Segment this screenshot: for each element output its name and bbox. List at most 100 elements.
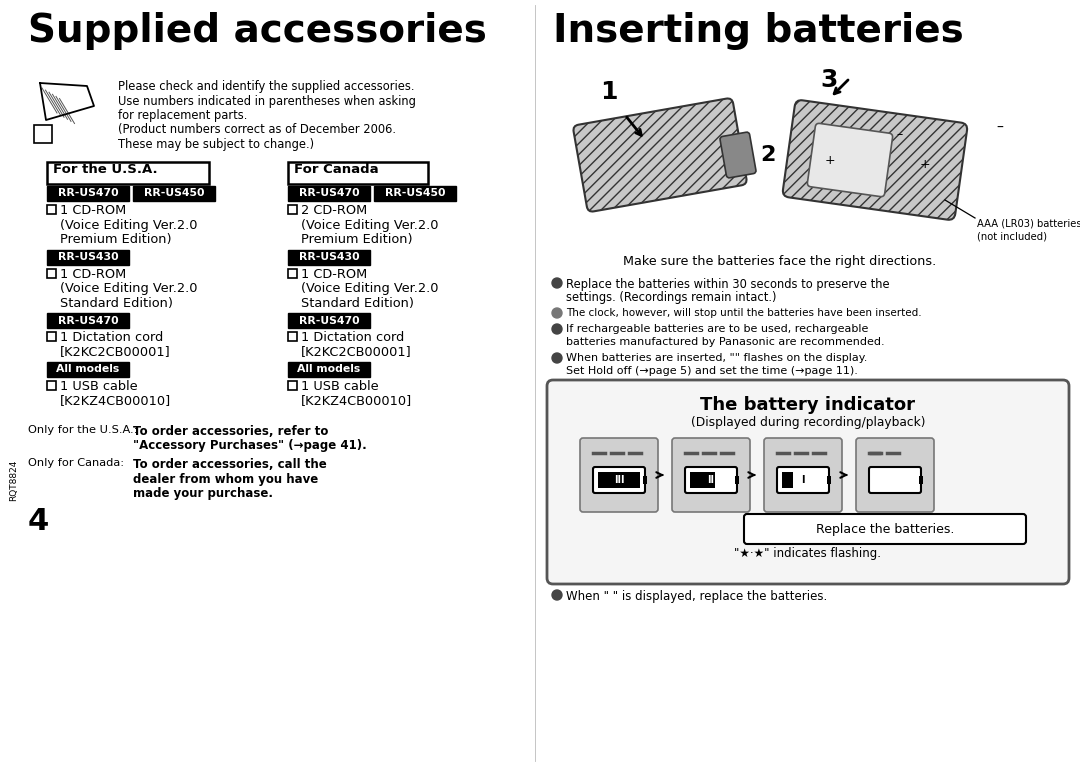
Bar bbox=[827, 476, 831, 484]
Circle shape bbox=[552, 308, 562, 318]
FancyBboxPatch shape bbox=[744, 514, 1026, 544]
Text: Make sure the batteries face the right directions.: Make sure the batteries face the right d… bbox=[623, 255, 936, 268]
Text: The clock, however, will stop until the batteries have been inserted.: The clock, however, will stop until the … bbox=[566, 308, 921, 318]
Text: To order accessories, call the: To order accessories, call the bbox=[133, 458, 327, 471]
Text: Standard Edition): Standard Edition) bbox=[301, 296, 414, 309]
Text: I: I bbox=[801, 475, 805, 485]
Text: settings. (Recordings remain intact.): settings. (Recordings remain intact.) bbox=[566, 291, 777, 304]
Text: If rechargeable batteries are to be used, rechargeable: If rechargeable batteries are to be used… bbox=[566, 324, 868, 334]
Bar bbox=[48, 269, 56, 277]
FancyBboxPatch shape bbox=[672, 438, 750, 512]
Text: –: – bbox=[997, 121, 1003, 135]
Text: RR-US450: RR-US450 bbox=[144, 188, 204, 198]
Text: (Voice Editing Ver.2.0: (Voice Editing Ver.2.0 bbox=[60, 218, 198, 231]
Text: II: II bbox=[707, 475, 715, 485]
Text: The battery indicator: The battery indicator bbox=[701, 396, 916, 414]
Bar bbox=[374, 186, 456, 201]
Bar bbox=[33, 125, 52, 143]
Text: 4: 4 bbox=[28, 508, 50, 536]
Text: Set Hold off (→page 5) and set the time (→page 11).: Set Hold off (→page 5) and set the time … bbox=[566, 366, 858, 376]
Text: Standard Edition): Standard Edition) bbox=[60, 296, 173, 309]
FancyBboxPatch shape bbox=[856, 438, 934, 512]
Text: For the U.S.A.: For the U.S.A. bbox=[53, 163, 158, 176]
FancyBboxPatch shape bbox=[808, 123, 892, 197]
Text: RR-US470: RR-US470 bbox=[57, 188, 119, 198]
Bar bbox=[48, 362, 129, 377]
FancyBboxPatch shape bbox=[546, 380, 1069, 584]
Text: 2 CD-ROM: 2 CD-ROM bbox=[301, 204, 367, 217]
Text: 1 CD-ROM: 1 CD-ROM bbox=[60, 204, 126, 217]
Bar bbox=[288, 332, 297, 341]
Bar bbox=[643, 476, 647, 484]
Text: [K2KC2CB00001]: [K2KC2CB00001] bbox=[301, 345, 411, 358]
Text: 1 CD-ROM: 1 CD-ROM bbox=[301, 267, 367, 280]
Bar bbox=[919, 476, 923, 484]
Bar bbox=[133, 186, 215, 201]
Text: RQT8824: RQT8824 bbox=[10, 460, 18, 502]
Text: (Displayed during recording/playback): (Displayed during recording/playback) bbox=[691, 416, 926, 429]
Text: When "​​ ​" is displayed, replace the batteries.: When "​​ ​" is displayed, replace the ba… bbox=[566, 590, 827, 603]
Text: 1 USB cable: 1 USB cable bbox=[301, 380, 379, 393]
Text: All models: All models bbox=[56, 365, 120, 375]
Text: –: – bbox=[896, 129, 903, 142]
Circle shape bbox=[552, 590, 562, 600]
Text: +: + bbox=[920, 159, 930, 172]
Text: "Accessory Purchases" (→page 41).: "Accessory Purchases" (→page 41). bbox=[133, 440, 367, 453]
Text: (Voice Editing Ver.2.0: (Voice Editing Ver.2.0 bbox=[301, 218, 438, 231]
Circle shape bbox=[552, 324, 562, 334]
FancyBboxPatch shape bbox=[593, 467, 645, 493]
Text: Please check and identify the supplied accessories.: Please check and identify the supplied a… bbox=[118, 80, 415, 93]
Text: [K2KC2CB00001]: [K2KC2CB00001] bbox=[60, 345, 171, 358]
Bar bbox=[782, 472, 793, 488]
Text: To order accessories, refer to: To order accessories, refer to bbox=[133, 425, 328, 438]
Text: +: + bbox=[825, 153, 835, 166]
Text: RR-US430: RR-US430 bbox=[57, 252, 119, 262]
Text: dealer from whom you have: dealer from whom you have bbox=[133, 473, 319, 486]
Bar bbox=[288, 186, 370, 201]
Text: made your purchase.: made your purchase. bbox=[133, 487, 273, 500]
Text: "★·★" indicates flashing.: "★·★" indicates flashing. bbox=[734, 547, 881, 560]
Bar bbox=[48, 186, 129, 201]
Text: Only for Canada:: Only for Canada: bbox=[28, 458, 124, 468]
Text: 3: 3 bbox=[820, 68, 837, 92]
FancyBboxPatch shape bbox=[573, 99, 746, 211]
Text: RR-US470: RR-US470 bbox=[299, 188, 360, 198]
Text: 1 Dictation cord: 1 Dictation cord bbox=[301, 331, 404, 344]
Text: RR-US430: RR-US430 bbox=[299, 252, 360, 262]
Bar bbox=[288, 269, 297, 277]
Bar bbox=[48, 332, 56, 341]
Text: Premium Edition): Premium Edition) bbox=[301, 233, 413, 246]
Text: All models: All models bbox=[297, 365, 361, 375]
Bar bbox=[690, 472, 715, 488]
FancyBboxPatch shape bbox=[720, 133, 756, 178]
Text: [K2KZ4CB00010]: [K2KZ4CB00010] bbox=[60, 394, 172, 408]
FancyBboxPatch shape bbox=[764, 438, 842, 512]
Text: batteries manufactured by Panasonic are recommended.: batteries manufactured by Panasonic are … bbox=[566, 337, 885, 347]
Bar bbox=[288, 313, 370, 328]
FancyBboxPatch shape bbox=[685, 467, 737, 493]
Text: Supplied accessories: Supplied accessories bbox=[28, 12, 487, 50]
Text: Only for the U.S.A.:: Only for the U.S.A.: bbox=[28, 425, 137, 435]
Text: RR-US450: RR-US450 bbox=[384, 188, 445, 198]
Text: Replace the batteries within 30 seconds to preserve the: Replace the batteries within 30 seconds … bbox=[566, 278, 890, 291]
Bar bbox=[48, 381, 56, 390]
Text: [K2KZ4CB00010]: [K2KZ4CB00010] bbox=[301, 394, 413, 408]
Circle shape bbox=[552, 278, 562, 288]
Text: (Voice Editing Ver.2.0: (Voice Editing Ver.2.0 bbox=[60, 282, 198, 295]
Text: (Voice Editing Ver.2.0: (Voice Editing Ver.2.0 bbox=[301, 282, 438, 295]
Bar bbox=[288, 362, 370, 377]
Text: 1: 1 bbox=[600, 80, 618, 104]
Circle shape bbox=[552, 353, 562, 363]
Text: 1 Dictation cord: 1 Dictation cord bbox=[60, 331, 163, 344]
Text: for replacement parts.: for replacement parts. bbox=[118, 109, 247, 122]
Text: Use numbers indicated in parentheses when asking: Use numbers indicated in parentheses whe… bbox=[118, 94, 416, 107]
Text: When batteries are inserted, "​​​​" flashes on the display.: When batteries are inserted, "​​​​" flas… bbox=[566, 353, 867, 363]
Bar bbox=[48, 162, 210, 184]
Text: RR-US470: RR-US470 bbox=[57, 316, 119, 326]
Bar bbox=[48, 250, 129, 264]
FancyBboxPatch shape bbox=[783, 100, 967, 220]
Text: Premium Edition): Premium Edition) bbox=[60, 233, 172, 246]
FancyBboxPatch shape bbox=[580, 438, 658, 512]
Bar bbox=[48, 205, 56, 214]
FancyBboxPatch shape bbox=[777, 467, 829, 493]
